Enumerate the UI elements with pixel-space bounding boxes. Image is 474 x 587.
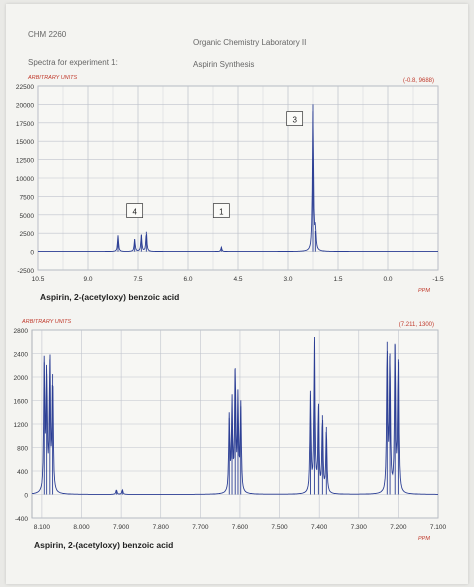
annotation-label-4: 4 [132, 208, 137, 217]
lab-title: Organic Chemistry Laboratory II [193, 38, 307, 47]
y-tick-label: 400 [17, 469, 28, 476]
y-tick-label: 2500 [20, 231, 35, 238]
y-axis-label: ARBITRARY UNITS [21, 319, 72, 325]
x-tick-label: 3.0 [283, 276, 292, 283]
x-axis-label: PPM [418, 536, 430, 542]
y-tick-label: 1600 [14, 399, 29, 406]
y-tick-label: 800 [17, 446, 28, 453]
y-tick-label: 2400 [14, 352, 29, 359]
y-tick-label: 10000 [16, 176, 34, 183]
chart-title: Aspirin, 2-(acetyloxy) benzoic acid [40, 292, 179, 302]
x-tick-label: 7.5 [133, 276, 142, 283]
y-tick-label: 1200 [14, 422, 29, 429]
x-tick-label: 8.000 [73, 524, 90, 531]
annotation-label-1: 1 [219, 208, 224, 217]
y-tick-label: 12500 [16, 158, 34, 165]
y-tick-label: -2500 [17, 268, 34, 275]
chart-2: 2800 2400 2000 1600 1200 800 400 0 -400 8.100 8.00… [14, 319, 447, 550]
x-axis-label: PPM [418, 288, 430, 294]
x-tick-label: 7.100 [430, 524, 447, 531]
x-tick-label: 10.5 [32, 276, 45, 283]
y-tick-label: 22500 [16, 84, 34, 91]
spectra-label: Spectra for experiment 1: [28, 58, 118, 67]
y-tick-label: 0 [30, 250, 34, 257]
x-tick-label: 7.200 [390, 524, 407, 531]
chart-title: Aspirin, 2-(acetyloxy) benzoic acid [34, 540, 173, 550]
cursor-readout: (7.211, 1300) [399, 322, 434, 328]
y-tick-label: 0 [24, 493, 28, 500]
x-tick-label: 7.400 [311, 524, 328, 531]
x-tick-label: 7.300 [351, 524, 368, 531]
x-tick-label: 7.500 [271, 524, 288, 531]
x-tick-label: 4.5 [233, 276, 242, 283]
x-tick-label: -1.5 [432, 276, 444, 283]
x-tick-label: 9.0 [83, 276, 92, 283]
y-tick-label: 15000 [16, 139, 34, 146]
x-tick-label: 7.800 [153, 524, 170, 531]
annotation-box-3 [286, 111, 304, 126]
cursor-readout: (-0.8, 9688) [403, 78, 434, 84]
x-tick-label: 8.100 [34, 524, 51, 531]
course-code: CHM 2260 [28, 30, 67, 39]
y-tick-label: 17500 [16, 121, 34, 128]
annotation-box-1 [212, 203, 230, 218]
x-tick-label: 7.600 [232, 524, 249, 531]
y-tick-label: 7500 [20, 194, 35, 201]
experiment-name: Aspirin Synthesis [193, 60, 255, 69]
spectrum-line [38, 111, 438, 253]
x-tick-label: 7.900 [113, 524, 130, 531]
x-tick-label: 6.0 [183, 276, 192, 283]
x-tick-label: 7.700 [192, 524, 209, 531]
annotation-label-3: 3 [292, 116, 297, 125]
x-tick-label: 0.0 [383, 276, 392, 283]
chart-1: 22500 20000 17500 15000 12500 10000 7500 5000 25… [16, 75, 444, 302]
annotation-box-4 [126, 203, 144, 218]
y-tick-label: 20000 [16, 102, 34, 109]
y-tick-label: 5000 [20, 213, 35, 220]
y-tick-label: -400 [15, 516, 28, 523]
x-tick-label: 1.5 [333, 276, 342, 283]
y-tick-label: 2800 [14, 328, 29, 335]
y-tick-label: 2000 [14, 375, 29, 382]
y-axis-label: ARBITRARY UNITS [27, 75, 78, 81]
